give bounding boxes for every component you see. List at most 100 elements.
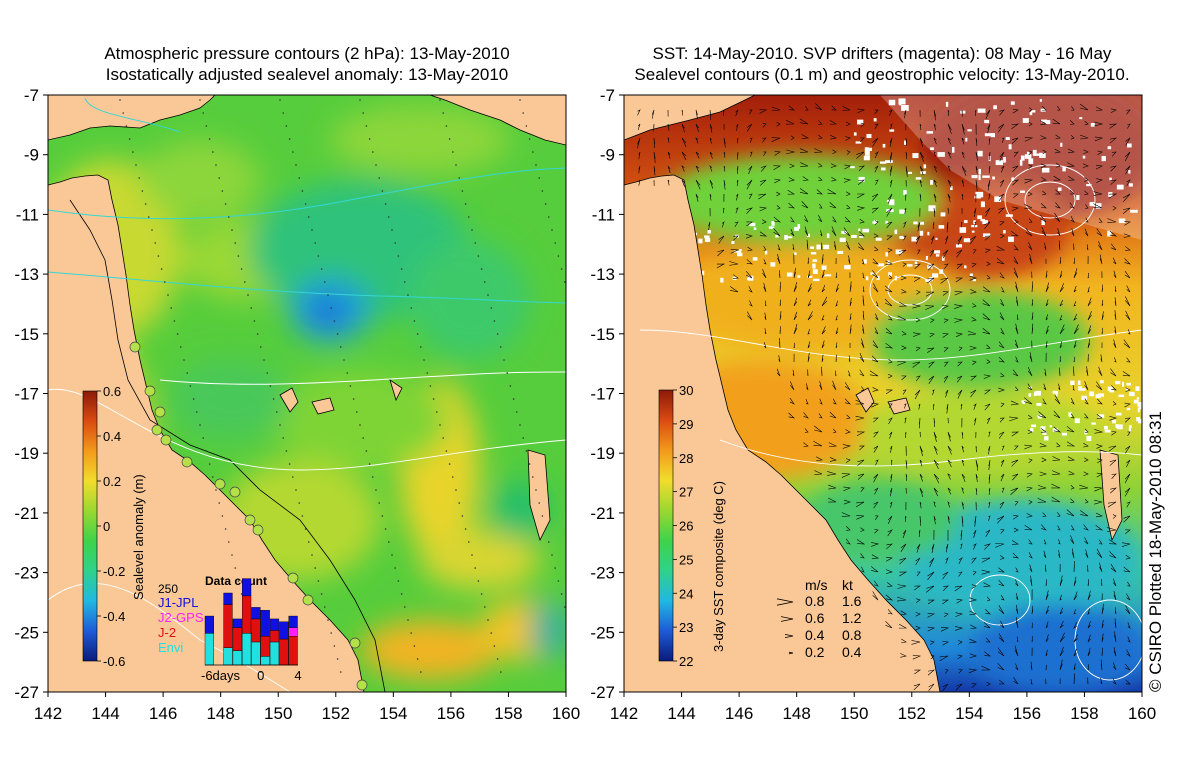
- data-count-bars: [204, 578, 298, 666]
- velocity-vector: [1096, 548, 1103, 559]
- altimetry-dot: [304, 528, 307, 530]
- sealevel-colorbar-label: Sealevel anomaly (m): [131, 474, 146, 600]
- velocity-vector: [816, 456, 823, 462]
- cloud-patch: [913, 221, 918, 225]
- velocity-vector: [1059, 256, 1062, 265]
- velocity-vector: [946, 403, 949, 414]
- cloud-patch: [739, 248, 742, 252]
- cloud-patch: [940, 212, 946, 217]
- altimetry-dot: [519, 424, 521, 426]
- cloud-patch: [1060, 142, 1063, 147]
- velocity-vector: [885, 342, 894, 349]
- velocity-vector: [1127, 581, 1131, 587]
- colorbar-tick-label: 30: [679, 383, 693, 398]
- velocity-vector: [1024, 137, 1034, 142]
- tide-gauge-marker: [349, 637, 361, 649]
- velocity-vector: [736, 179, 739, 187]
- velocity-vector: [988, 151, 991, 161]
- altimetry-dot: [487, 619, 489, 621]
- velocity-vector: [954, 585, 963, 592]
- cloud-patch: [859, 235, 864, 238]
- cloud-patch: [1128, 170, 1131, 174]
- velocity-vector: [813, 440, 823, 447]
- altimetry-dot: [231, 554, 233, 556]
- velocity-vector: [1127, 329, 1131, 335]
- left-title-line1: Atmospheric pressure contours (2 hPa): 1…: [104, 44, 510, 63]
- cloud-patch: [982, 220, 988, 225]
- velocity-vector: [1122, 371, 1131, 377]
- velocity-vector: [988, 487, 991, 496]
- velocity-vector: [1087, 621, 1091, 629]
- velocity-vector: [987, 123, 991, 134]
- velocity-vector: [905, 459, 908, 469]
- velocity-vector: [1084, 398, 1089, 405]
- cloud-patch: [1080, 388, 1086, 391]
- cloud-patch: [912, 153, 919, 159]
- velocity-vector: [904, 207, 907, 214]
- velocity-vector: [999, 221, 1005, 226]
- velocity-vector: [1015, 593, 1019, 601]
- new-guinea-landmass: [48, 95, 216, 141]
- velocity-vector: [859, 369, 865, 377]
- velocity-vector: [1045, 564, 1047, 573]
- velocity-vector: [1108, 193, 1118, 199]
- velocity-vector: [1108, 445, 1117, 452]
- cloud-patch: [1104, 429, 1111, 433]
- velocity-vector: [1101, 620, 1104, 629]
- velocity-vector: [1058, 539, 1061, 545]
- velocity-vector: [1038, 411, 1047, 419]
- cloud-patch: [889, 129, 895, 132]
- velocity-vector: [733, 235, 739, 241]
- colorbar-tick-label: 24: [679, 586, 693, 601]
- cloud-patch: [926, 131, 934, 134]
- cloud-patch: [984, 119, 990, 124]
- lon-tick-label: 158: [1070, 704, 1098, 723]
- velocity-vector: [933, 501, 936, 508]
- altimetry-dot: [397, 255, 400, 257]
- data-count-bar-segment: [288, 636, 298, 666]
- velocity-vector: [986, 596, 991, 602]
- sst-map: [624, 95, 1142, 692]
- velocity-vector: [653, 151, 656, 163]
- altimetry-dot: [484, 606, 486, 608]
- cloud-patch: [720, 277, 724, 283]
- velocity-vector: [793, 323, 798, 335]
- velocity-vector: [801, 201, 809, 209]
- cloud-patch: [768, 226, 775, 229]
- velocity-vector: [832, 380, 837, 391]
- velocity-vector: [832, 149, 837, 155]
- velocity-vector: [898, 623, 908, 629]
- velocity-vector: [1125, 605, 1131, 615]
- velocity-vector: [745, 234, 753, 239]
- velocity-vector: [856, 515, 865, 520]
- velocity-vector: [961, 487, 964, 494]
- altimetry-dot: [157, 255, 160, 257]
- velocity-vector: [746, 221, 753, 227]
- cloud-patch: [1137, 407, 1140, 413]
- velocity-vector: [988, 459, 991, 471]
- altimetry-dot: [516, 411, 518, 413]
- velocity-vector: [1059, 607, 1063, 615]
- velocity-vector: [1085, 217, 1089, 223]
- velocity-vector: [821, 315, 825, 321]
- velocity-vector: [1070, 498, 1075, 503]
- altimetry-dot: [231, 229, 233, 231]
- velocity-vector: [915, 375, 921, 382]
- data-count-bar-segment: [232, 650, 242, 666]
- cloud-patch: [971, 230, 975, 233]
- velocity-vector: [899, 571, 908, 577]
- velocity-vector: [1016, 296, 1019, 307]
- velocity-vector: [961, 165, 967, 177]
- velocity-vector: [759, 231, 768, 237]
- cloud-mask-north: [880, 95, 1142, 240]
- velocity-vector: [799, 118, 809, 125]
- velocity-vector: [667, 165, 671, 174]
- cloud-patch: [1107, 230, 1112, 237]
- velocity-vector: [729, 286, 739, 293]
- velocity-vector: [1095, 106, 1103, 112]
- velocity-vector: [841, 512, 851, 517]
- altimetry-dot: [352, 398, 355, 400]
- velocity-vector: [709, 151, 713, 159]
- velocity-vector: [844, 216, 851, 223]
